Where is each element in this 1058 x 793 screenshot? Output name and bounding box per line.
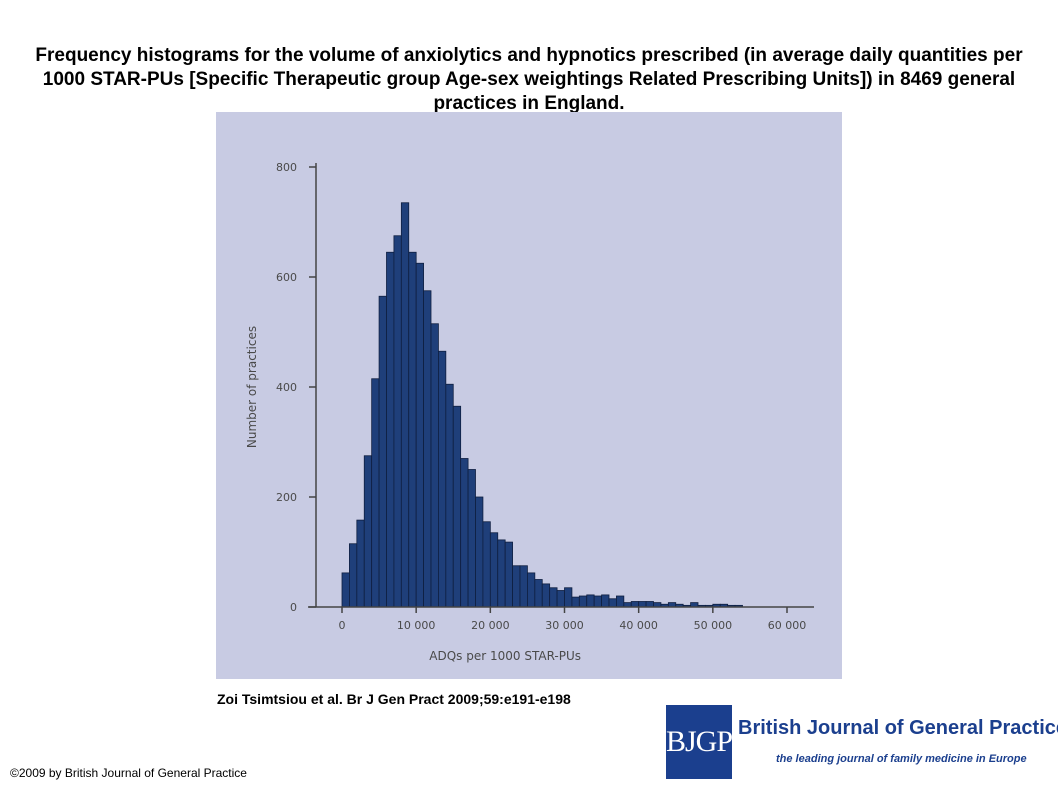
histogram-bar <box>571 596 580 608</box>
histogram-bar <box>452 405 462 608</box>
histogram-bar <box>363 455 373 608</box>
histogram-bar <box>475 496 484 608</box>
histogram-bar <box>608 598 617 608</box>
histogram-bar <box>349 543 358 608</box>
histogram-bar <box>393 235 402 608</box>
journal-logo: BJGP British Journal of General Practice… <box>666 705 1058 779</box>
histogram-bar <box>489 532 499 608</box>
histogram-bar <box>445 383 454 608</box>
histogram-chart: 0 200 400 600 800 0 10 000 20 000 30 000 40 000 50… <box>245 161 814 663</box>
histogram-bar <box>593 595 602 608</box>
histogram-bar <box>586 594 595 608</box>
histogram-bar <box>645 601 654 608</box>
histogram-bar <box>415 262 424 608</box>
x-tick-label: 50 000 <box>694 619 733 632</box>
histogram-bar <box>556 590 565 608</box>
x-tick-label: 30 000 <box>545 619 584 632</box>
journal-name: British Journal of General Practice <box>738 717 1058 739</box>
histogram-bar <box>400 202 410 608</box>
histogram-bar <box>549 587 558 608</box>
histogram-bar <box>467 469 476 608</box>
histogram-bar <box>497 539 506 608</box>
bars-group <box>341 202 743 608</box>
x-tick-label: 60 000 <box>768 619 807 632</box>
histogram-bar <box>578 595 588 608</box>
histogram-bar <box>408 251 417 608</box>
journal-tagline: the leading journal of family medicine i… <box>776 753 1027 765</box>
x-tick-label: 10 000 <box>397 619 436 632</box>
histogram-bar <box>378 295 387 608</box>
histogram-bar <box>616 595 625 608</box>
copyright: ©2009 by British Journal of General Prac… <box>10 766 247 780</box>
histogram-bar <box>423 290 432 608</box>
y-tick-label: 600 <box>276 271 297 284</box>
histogram-bar <box>438 350 447 608</box>
histogram-bar <box>630 601 640 608</box>
histogram-bar <box>512 565 521 608</box>
histogram-bar <box>519 565 528 608</box>
histogram-bar <box>564 587 573 608</box>
histogram-bar <box>527 572 536 608</box>
histogram-bar <box>534 579 543 608</box>
y-tick-label: 400 <box>276 381 297 394</box>
y-tick-label: 800 <box>276 161 297 174</box>
bjgp-logo-mark: BJGP <box>666 705 733 779</box>
x-tick-label: 20 000 <box>471 619 510 632</box>
y-tick-label: 200 <box>276 491 297 504</box>
citation: Zoi Tsimtsiou et al. Br J Gen Pract 2009… <box>217 691 571 707</box>
histogram-bar <box>482 521 491 608</box>
y-axis-title: Number of practices <box>245 326 259 448</box>
axes-group: 0 200 400 600 800 0 10 000 20 000 30 000 40 000 50… <box>276 161 814 632</box>
y-tick-label: 0 <box>290 601 297 614</box>
figure-title: Frequency histograms for the volume of a… <box>35 45 1023 114</box>
chart-panel: 0 200 400 600 800 0 10 000 20 000 30 000 40 000 50… <box>216 112 842 679</box>
histogram-bar <box>371 378 380 608</box>
histogram-bar <box>341 572 350 608</box>
histogram-bar <box>430 323 439 608</box>
x-axis-title: ADQs per 1000 STAR-PUs <box>429 649 581 663</box>
x-tick-label: 0 <box>339 619 346 632</box>
x-tick-label: 40 000 <box>619 619 658 632</box>
histogram-bar <box>504 541 513 608</box>
histogram-bar <box>386 251 395 608</box>
histogram-bar <box>541 583 551 608</box>
histogram-bar <box>601 594 610 608</box>
histogram-bar <box>460 458 469 608</box>
histogram-bar <box>356 519 365 608</box>
histogram-bar <box>638 601 647 608</box>
